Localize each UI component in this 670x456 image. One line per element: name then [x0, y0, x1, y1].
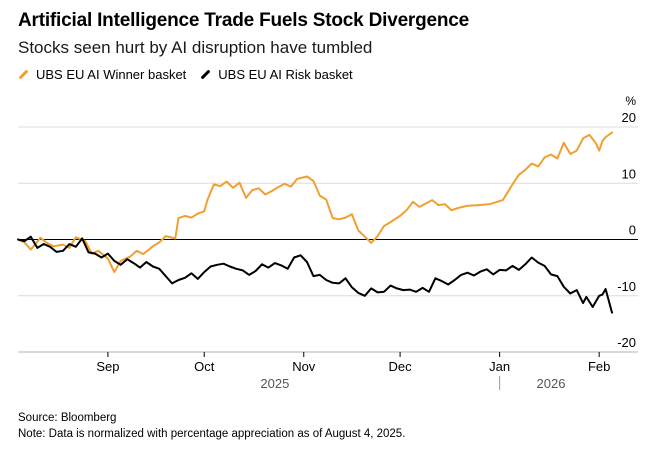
y-tick-label: 0	[629, 223, 636, 238]
footnote: Note: Data is normalized with percentage…	[18, 428, 406, 440]
x-tick-label: Nov	[292, 359, 316, 374]
series-lines	[17, 131, 613, 314]
x-tick-label: Sep	[96, 359, 119, 374]
year-label: 2025	[260, 376, 289, 391]
grid-lines	[18, 126, 638, 353]
x-axis: Sep Oct Nov Dec Jan Feb 2025 2026	[96, 352, 610, 391]
legend-label-risk: UBS EU AI Risk basket	[218, 67, 353, 82]
series-line-risk	[17, 235, 613, 314]
y-tick-label: -20	[617, 335, 636, 350]
x-tick-label: Dec	[389, 359, 413, 374]
legend-item-risk: UBS EU AI Risk basket	[200, 67, 353, 82]
y-tick-label: 10	[622, 166, 636, 181]
series-line-winner	[17, 131, 613, 274]
y-axis-labels: 20 10 0 -10 -20	[617, 110, 636, 350]
y-tick-label: 20	[622, 110, 636, 125]
y-tick-label: -10	[617, 279, 636, 294]
chart-subtitle: Stocks seen hurt by AI disruption have t…	[18, 38, 373, 57]
x-tick-label: Oct	[194, 359, 215, 374]
chart-title: Artificial Intelligence Trade Fuels Stoc…	[18, 10, 470, 31]
legend: UBS EU AI Winner basket UBS EU AI Risk b…	[18, 67, 367, 82]
legend-label-winner: UBS EU AI Winner basket	[36, 67, 187, 82]
y-unit-label: %	[625, 94, 636, 108]
legend-item-winner: UBS EU AI Winner basket	[18, 67, 186, 82]
source-note: Source: Bloomberg	[18, 412, 117, 424]
x-tick-label: Feb	[588, 359, 610, 374]
year-label: 2026	[537, 376, 566, 391]
x-tick-label: Jan	[489, 359, 510, 374]
